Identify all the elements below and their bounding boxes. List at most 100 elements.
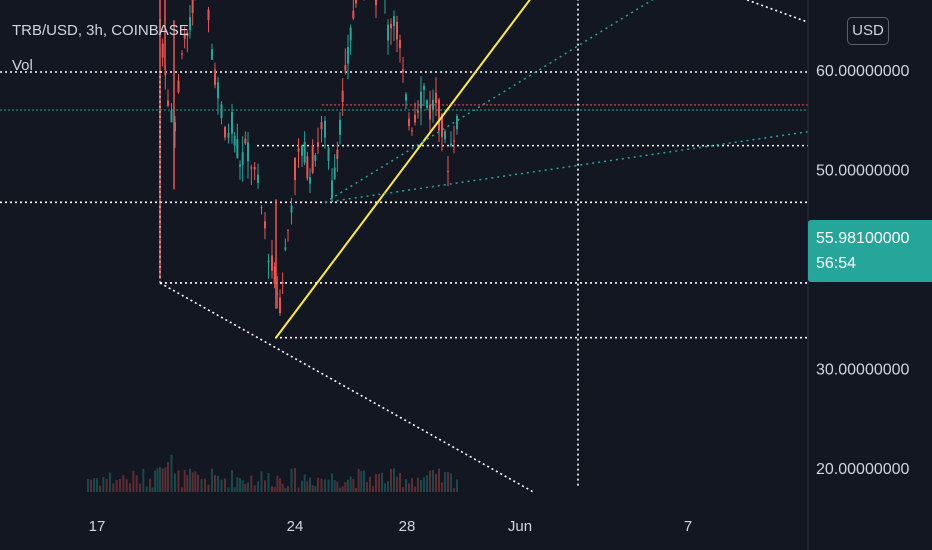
volume-bar bbox=[279, 478, 281, 492]
volume-bar bbox=[363, 470, 365, 492]
trend-drawings bbox=[159, 0, 809, 494]
candle-body bbox=[239, 164, 241, 167]
candle-body bbox=[396, 21, 398, 40]
volume-bar bbox=[156, 468, 159, 492]
candle-body bbox=[314, 155, 317, 161]
volume-bar bbox=[139, 483, 141, 492]
candle-body bbox=[402, 69, 404, 73]
volume-bar bbox=[135, 475, 138, 492]
candle-body bbox=[393, 16, 395, 27]
candle-body bbox=[214, 69, 216, 85]
volume-bar bbox=[224, 478, 226, 492]
candle-body bbox=[233, 136, 236, 146]
volume-bar bbox=[393, 468, 395, 492]
volume-bar bbox=[194, 471, 197, 492]
candle-body bbox=[253, 166, 256, 170]
volume-bar bbox=[324, 479, 326, 492]
candle-body bbox=[352, 10, 355, 19]
candle-body bbox=[438, 99, 440, 131]
volume-bar bbox=[102, 476, 105, 492]
volume-bar bbox=[297, 487, 300, 492]
volume-bar bbox=[90, 479, 92, 492]
candle-body bbox=[341, 90, 344, 103]
volume-bar bbox=[423, 477, 425, 492]
currency-button[interactable]: USD bbox=[847, 17, 889, 45]
candle-body bbox=[186, 32, 189, 37]
candle-body bbox=[426, 100, 428, 108]
volume-bar bbox=[211, 468, 213, 492]
volume-bar bbox=[447, 471, 449, 492]
volume-bar bbox=[366, 482, 368, 492]
volume-bar bbox=[303, 474, 306, 492]
candle-body bbox=[414, 114, 416, 123]
candle-body bbox=[417, 110, 419, 113]
volume-bar bbox=[417, 477, 419, 492]
volume-bar bbox=[154, 470, 156, 492]
candle-body bbox=[303, 141, 306, 163]
volume-bar bbox=[207, 484, 210, 492]
volume-bar bbox=[250, 475, 253, 492]
yellow-trendline bbox=[275, 0, 531, 339]
last-price-value: 55.98100000 bbox=[816, 230, 910, 247]
candle-body bbox=[339, 119, 341, 135]
volume-bar bbox=[109, 472, 111, 492]
candle-body bbox=[306, 156, 309, 179]
volume-bar bbox=[429, 470, 431, 492]
volume-bar bbox=[197, 474, 199, 492]
volume-bar bbox=[247, 482, 249, 492]
volume-bar bbox=[301, 480, 303, 492]
candle-body bbox=[435, 92, 437, 104]
volume-bar bbox=[161, 468, 164, 492]
candle-body bbox=[170, 110, 173, 123]
candle-body bbox=[405, 94, 407, 101]
candle-body bbox=[331, 180, 333, 199]
volume-bar bbox=[450, 473, 452, 492]
volume-bar bbox=[119, 478, 121, 492]
volume-bar bbox=[87, 479, 89, 492]
candle-body bbox=[309, 177, 311, 184]
candle-body bbox=[217, 82, 219, 99]
volume-bar bbox=[115, 479, 118, 492]
volume-bar bbox=[151, 487, 154, 492]
volume-bar bbox=[339, 487, 341, 492]
volume-bar bbox=[294, 468, 296, 492]
volume-bar bbox=[125, 479, 128, 492]
candle-body bbox=[276, 293, 279, 295]
volume-bar bbox=[327, 479, 330, 492]
volume-bar bbox=[112, 483, 115, 492]
volume-bar bbox=[257, 481, 259, 492]
volume-bar bbox=[284, 487, 287, 492]
candle-body bbox=[273, 266, 276, 284]
candle-body bbox=[264, 221, 266, 229]
candle-body bbox=[227, 132, 230, 138]
volume-bar bbox=[281, 483, 284, 492]
candle-body bbox=[244, 138, 247, 144]
candle-body bbox=[271, 255, 273, 271]
volume-bar bbox=[217, 476, 219, 492]
volume-bar bbox=[186, 474, 189, 492]
volume-bar bbox=[105, 479, 108, 492]
volume-bar bbox=[369, 476, 371, 492]
volume-bar bbox=[227, 487, 230, 492]
volume-bar bbox=[432, 469, 434, 492]
time-axis: 17 24 28 Jun 7 bbox=[89, 518, 693, 535]
volume-bar bbox=[142, 468, 145, 492]
volume-bar bbox=[159, 467, 161, 492]
symbol-title[interactable]: TRB/USD, 3h, COINBASE bbox=[12, 22, 189, 39]
volume-bar bbox=[360, 471, 363, 492]
volume-bar bbox=[320, 478, 323, 492]
candle-body bbox=[236, 139, 239, 159]
volume-bar bbox=[260, 471, 263, 492]
volume-bar bbox=[290, 468, 293, 492]
volume-bar bbox=[96, 478, 98, 492]
price-tick-label: 60.00000000 bbox=[816, 63, 910, 80]
candle-body bbox=[336, 149, 339, 159]
candle-body bbox=[161, 43, 164, 58]
volume-bar bbox=[411, 478, 413, 492]
candle-body bbox=[267, 260, 270, 263]
volume-bar bbox=[244, 483, 247, 492]
time-tick-label: 28 bbox=[399, 518, 416, 535]
volume-indicator-label[interactable]: Vol bbox=[12, 57, 33, 74]
candle-body bbox=[432, 99, 434, 110]
